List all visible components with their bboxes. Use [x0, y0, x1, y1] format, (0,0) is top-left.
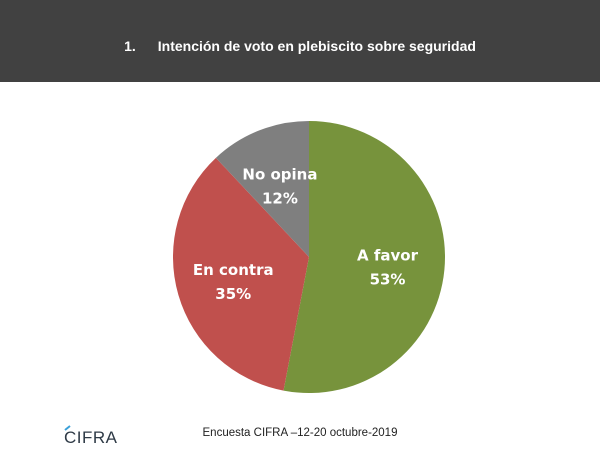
logo-text: CIFRA	[64, 428, 118, 447]
pie-chart: A favor 53% En contra 35% No opina 12%	[172, 121, 446, 393]
pie-slice-no-opina	[215, 121, 309, 257]
chart-title: 1. Intención de voto en plebiscito sobre …	[0, 38, 600, 54]
slice-label-a-favor: A favor	[357, 246, 419, 264]
pie-slices	[172, 121, 446, 393]
slice-value-en-contra: 35%	[215, 285, 251, 303]
source-note: Encuesta CIFRA –12-20 octubre-2019	[202, 427, 398, 439]
logo-accent-mark	[64, 425, 71, 431]
pie-labels: A favor 53% En contra 35% No opina 12%	[193, 166, 419, 303]
slice-value-no-opina: 12%	[262, 190, 298, 208]
slice-value-a-favor: 53%	[370, 270, 406, 288]
header-bar: 1. Intención de voto en plebiscito sobre …	[0, 0, 600, 82]
cifra-logo: CIFRA	[64, 425, 118, 447]
slice-label-en-contra: En contra	[193, 261, 274, 279]
slice-label-no-opina: No opina	[242, 166, 317, 184]
pie-slice-a-favor	[283, 121, 446, 393]
pie-slice-en-contra	[172, 157, 309, 391]
title-text: Intención de voto en plebiscito sobre se…	[157, 38, 476, 54]
title-number: 1.	[124, 38, 136, 54]
